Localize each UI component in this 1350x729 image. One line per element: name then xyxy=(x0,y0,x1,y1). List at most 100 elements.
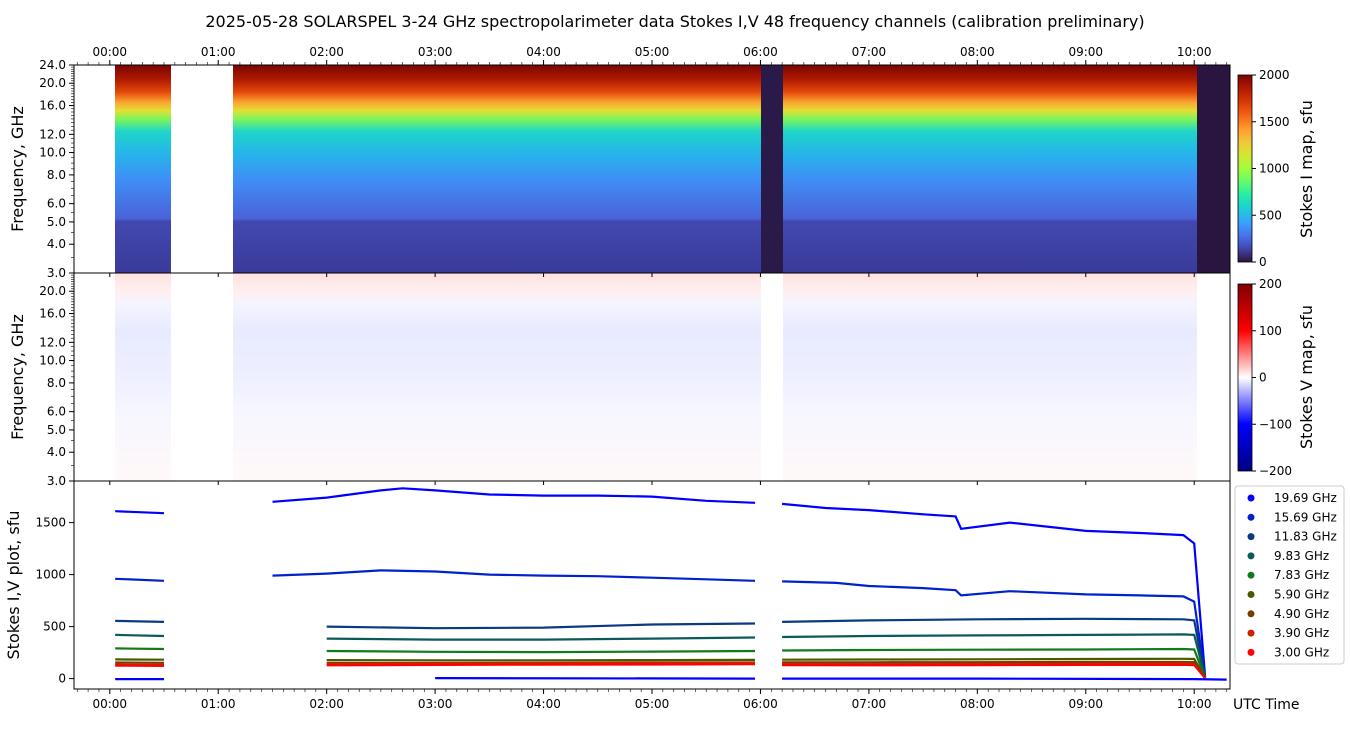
legend-marker xyxy=(1247,610,1255,618)
stokes-i-colorbar-tick: 500 xyxy=(1259,208,1282,222)
frequency-tick-label: 16.0 xyxy=(39,99,66,113)
legend-label: 19.69 GHz xyxy=(1274,491,1337,505)
bottom-time-tick: 09:00 xyxy=(1068,697,1103,711)
legend-label: 4.90 GHz xyxy=(1274,607,1329,621)
sfu-tick-label: 0 xyxy=(58,672,66,686)
legend-label: 7.83 GHz xyxy=(1274,568,1329,582)
legend-marker xyxy=(1247,494,1255,502)
series-line xyxy=(115,677,1227,681)
series-line xyxy=(115,657,1207,679)
frequency-tick-label: 8.0 xyxy=(47,168,66,182)
stokes-i-colorbar-tick: 2000 xyxy=(1259,68,1290,82)
bottom-time-tick: 05:00 xyxy=(635,697,670,711)
frequency-tick-label: 5.0 xyxy=(47,215,66,229)
frequency-tick-label: 5.0 xyxy=(47,423,66,437)
stokes-v-map-panel xyxy=(73,272,1231,482)
top-time-tick: 09:00 xyxy=(1068,45,1103,59)
stokes-i-segment-1 xyxy=(115,65,171,273)
stokes-i-map-panel xyxy=(73,64,1231,274)
frequency-tick-label: 10.0 xyxy=(39,354,66,368)
stokes-i-colorbar xyxy=(1237,74,1253,263)
series-line xyxy=(115,617,1207,678)
frequency-tick-label: 8.0 xyxy=(47,376,66,390)
legend-marker xyxy=(1247,591,1255,598)
stokes-i-segment-3 xyxy=(783,65,1197,273)
stokes-v-segment-3 xyxy=(783,273,1197,481)
stokes-i-segment-2 xyxy=(233,65,761,273)
top-time-tick: 03:00 xyxy=(418,45,453,59)
legend-label: 5.90 GHz xyxy=(1274,588,1329,602)
series-line xyxy=(115,647,1207,679)
legend: 19.69 GHz 15.69 GHz 11.83 GHz 9.83 GHz 7.83 … xyxy=(1234,485,1345,665)
top-time-tick: 04:00 xyxy=(526,45,561,59)
stokes-v-segment-2 xyxy=(233,273,761,481)
legend-label: 3.00 GHz xyxy=(1274,645,1329,659)
stokes-v-colorbar-tick: −200 xyxy=(1259,464,1292,478)
bottom-time-tick: 07:00 xyxy=(852,697,887,711)
series-line xyxy=(115,569,1207,678)
bottom-time-tick: 04:00 xyxy=(526,697,561,711)
stokes-i-colorbar-tick: 1000 xyxy=(1259,162,1290,176)
top-time-tick: 10:00 xyxy=(1177,45,1212,59)
top-time-tick: 02:00 xyxy=(309,45,344,59)
bottom-time-tick: 01:00 xyxy=(201,697,236,711)
bottom-time-tick: 03:00 xyxy=(418,697,453,711)
stokes-i-ylabel: Frequency, GHz xyxy=(8,106,27,232)
frequency-tick-label: 20.0 xyxy=(39,76,66,90)
series-line xyxy=(115,633,1207,678)
stokes-i-dark-band-1 xyxy=(761,65,783,273)
bottom-time-tick: 06:00 xyxy=(743,697,778,711)
bottom-time-tick: 02:00 xyxy=(309,697,344,711)
stokes-v-colorbar xyxy=(1237,283,1253,472)
frequency-tick-label: 3.0 xyxy=(47,266,66,280)
legend-marker xyxy=(1247,552,1255,560)
frequency-tick-label: 6.0 xyxy=(47,197,66,211)
stokes-iv-series xyxy=(115,487,1227,681)
frequency-tick-label: 12.0 xyxy=(39,127,66,141)
series-line xyxy=(115,487,1207,677)
top-time-tick: 00:00 xyxy=(92,45,127,59)
top-time-axis: 00:00 01:00 02:00 03:00 04:00 05:00 06:00 07:00… xyxy=(92,45,1212,65)
stokes-v-colorbar-tick: 200 xyxy=(1259,277,1282,291)
frequency-tick-label: 12.0 xyxy=(39,335,66,349)
frequency-tick-label: 16.0 xyxy=(39,307,66,321)
stokes-iv-ylabel: Stokes I,V plot, sfu xyxy=(4,511,23,660)
stokes-v-colorbar-label: Stokes V map, sfu xyxy=(1297,305,1316,449)
utc-time-label: UTC Time xyxy=(1233,697,1299,713)
legend-label: 9.83 GHz xyxy=(1274,549,1329,563)
frequency-tick-label: 20.0 xyxy=(39,284,66,298)
frequency-tick-label: 3.0 xyxy=(47,474,66,488)
legend-marker xyxy=(1247,648,1255,656)
legend-marker xyxy=(1247,571,1255,579)
sfu-tick-label: 1000 xyxy=(35,568,66,582)
sfu-tick-label: 1500 xyxy=(35,516,66,530)
stokes-v-segment-1 xyxy=(115,273,171,481)
top-time-tick: 08:00 xyxy=(960,45,995,59)
top-time-tick: 01:00 xyxy=(201,45,236,59)
frequency-tick-label: 24.0 xyxy=(39,58,66,72)
bottom-time-tick: 10:00 xyxy=(1177,697,1212,711)
stokes-i-colorbar-tick: 1500 xyxy=(1259,115,1290,129)
series-line xyxy=(115,663,1206,679)
stokes-v-colorbar-tick: −100 xyxy=(1259,417,1292,431)
bottom-time-tick: 08:00 xyxy=(960,697,995,711)
stokes-v-colorbar-tick: 0 xyxy=(1259,371,1267,385)
legend-label: 3.90 GHz xyxy=(1274,626,1329,640)
top-time-tick: 07:00 xyxy=(852,45,887,59)
top-time-tick: 05:00 xyxy=(635,45,670,59)
stokes-iv-plot-panel xyxy=(73,480,1231,690)
legend-label: 15.69 GHz xyxy=(1274,510,1337,524)
frequency-tick-label: 4.0 xyxy=(47,237,66,251)
stokes-v-ylabel: Frequency, GHz xyxy=(8,314,27,440)
legend-marker xyxy=(1247,533,1255,541)
figure-title: 2025-05-28 SOLARSPEL 3-24 GHz spectropol… xyxy=(205,12,1144,31)
stokes-i-dark-band-2 xyxy=(1197,65,1230,273)
legend-marker xyxy=(1247,629,1255,637)
frequency-tick-label: 10.0 xyxy=(39,146,66,160)
legend-label: 11.83 GHz xyxy=(1274,530,1337,544)
legend-marker xyxy=(1247,513,1255,521)
bottom-time-tick: 00:00 xyxy=(92,697,127,711)
stokes-i-colorbar-tick: 0 xyxy=(1259,255,1267,269)
